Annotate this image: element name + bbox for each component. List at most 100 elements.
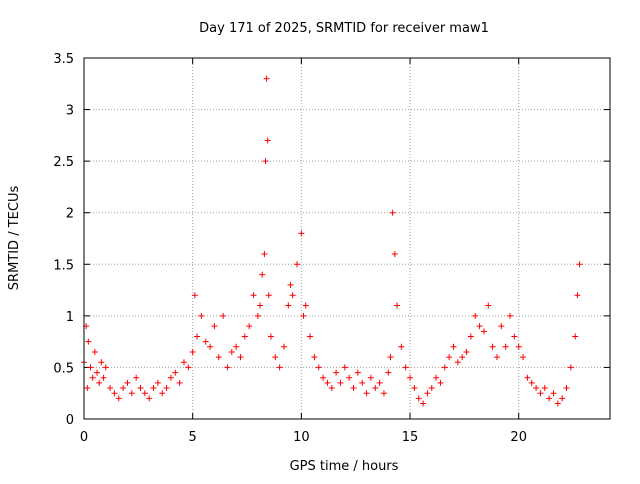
data-point [563, 385, 570, 392]
data-point [237, 354, 244, 361]
x-tick-label: 5 [189, 430, 197, 445]
y-tick-label: 2 [66, 207, 74, 222]
data-point [424, 390, 431, 397]
data-point [515, 343, 522, 350]
data-point [120, 385, 127, 392]
data-point [211, 323, 218, 330]
data-point [337, 379, 344, 386]
data-point [328, 385, 335, 392]
data-point [398, 343, 405, 350]
data-point [372, 385, 379, 392]
y-tick-label: 0.5 [53, 361, 74, 376]
data-point [84, 385, 91, 392]
data-point [407, 374, 414, 381]
data-point [428, 385, 435, 392]
data-point [224, 364, 231, 371]
data-point [167, 374, 174, 381]
data-point [289, 292, 296, 299]
y-axis-label: SRMTID / TECUs [7, 186, 22, 291]
data-point [141, 390, 148, 397]
data-point [91, 348, 98, 355]
data-point [133, 374, 140, 381]
data-point [520, 354, 527, 361]
data-point [333, 369, 340, 376]
data-point [324, 379, 331, 386]
data-point [250, 292, 257, 299]
y-tick-label: 3 [66, 104, 74, 119]
data-point [280, 343, 287, 350]
data-point [94, 369, 101, 376]
data-point [311, 354, 318, 361]
data-point [402, 364, 409, 371]
x-tick-label: 15 [402, 430, 419, 445]
data-point [176, 379, 183, 386]
data-point [441, 364, 448, 371]
plot-frame [83, 57, 611, 420]
data-point [380, 390, 387, 397]
data-point [389, 209, 396, 216]
data-point [576, 261, 583, 268]
data-point [320, 374, 327, 381]
data-point [124, 379, 131, 386]
data-point [254, 312, 261, 319]
data-point [498, 323, 505, 330]
data-point [257, 302, 264, 309]
data-point [559, 395, 566, 402]
data-point [437, 379, 444, 386]
data-point [107, 385, 114, 392]
data-point [387, 354, 394, 361]
data-point [202, 338, 209, 345]
data-point [285, 302, 292, 309]
axis-ticks: 0 0.5 1 1.5 2 2.5 3 3.5 0 5 10 15 20 [53, 52, 610, 445]
data-point [85, 338, 92, 345]
data-point [207, 343, 214, 350]
data-point [198, 312, 205, 319]
y-tick-label: 1.5 [53, 258, 74, 273]
data-point [493, 354, 500, 361]
data-point [507, 312, 514, 319]
data-point [363, 390, 370, 397]
data-point [246, 323, 253, 330]
data-point [467, 333, 474, 340]
y-tick-label: 3.5 [53, 52, 74, 67]
data-point [89, 374, 96, 381]
data-point [533, 385, 540, 392]
data-point [574, 292, 581, 299]
data-point [385, 369, 392, 376]
data-point [446, 354, 453, 361]
data-point [180, 359, 187, 366]
data-point [541, 385, 548, 392]
data-point [567, 364, 574, 371]
data-point [150, 385, 157, 392]
data-point [502, 343, 509, 350]
data-point [354, 369, 361, 376]
data-point [163, 385, 170, 392]
data-point [528, 379, 535, 386]
data-point [459, 354, 466, 361]
data-point [376, 379, 383, 386]
data-point [346, 374, 353, 381]
data-point [262, 158, 269, 165]
data-point [194, 333, 201, 340]
x-axis-label: GPS time / hours [290, 459, 399, 474]
data-point [115, 395, 122, 402]
data-point [185, 364, 192, 371]
data-point [264, 137, 271, 144]
data-point [259, 271, 266, 278]
data-point [300, 312, 307, 319]
x-tick-label: 20 [510, 430, 527, 445]
data-point [191, 292, 198, 299]
data-point [159, 390, 166, 397]
data-point [485, 302, 492, 309]
y-tick-label: 1 [66, 310, 74, 325]
data-point [267, 333, 274, 340]
data-point [393, 302, 400, 309]
data-points [81, 75, 583, 407]
data-point [111, 390, 118, 397]
data-point [415, 395, 422, 402]
data-point [228, 348, 235, 355]
data-point [537, 390, 544, 397]
data-point [480, 328, 487, 335]
data-point [341, 364, 348, 371]
